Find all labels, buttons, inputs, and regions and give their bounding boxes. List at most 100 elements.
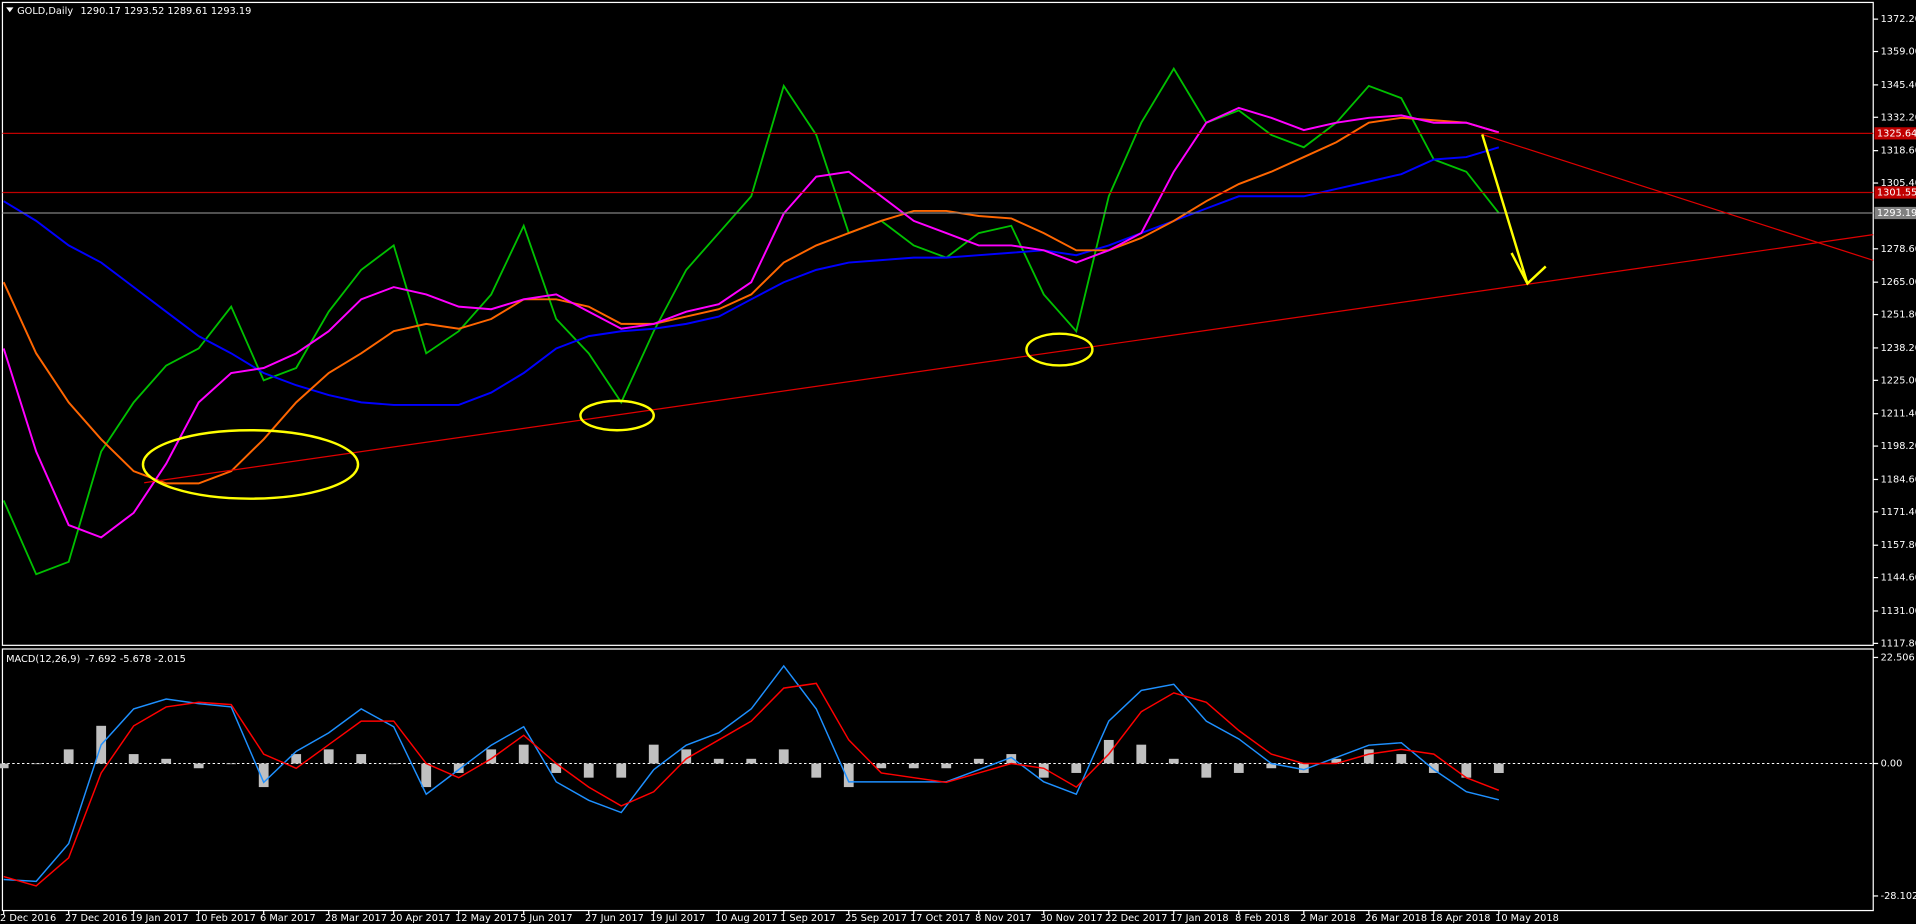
histogram-bar bbox=[648, 744, 659, 764]
histogram-bar bbox=[973, 758, 984, 764]
histogram-bar bbox=[421, 763, 432, 788]
x-tick-label: 6 Mar 2017 bbox=[260, 913, 316, 924]
x-tick-label: 10 Aug 2017 bbox=[715, 913, 778, 924]
y-tick-label: 1131.00 bbox=[1881, 606, 1916, 617]
macd-values: -7.692 -5.678 -2.015 bbox=[85, 654, 186, 665]
histogram-bar bbox=[713, 758, 724, 764]
y-tick-label: 1359.00 bbox=[1881, 47, 1916, 58]
y-tick-label: 22.506 bbox=[1881, 652, 1915, 663]
highlight-ellipse bbox=[1025, 332, 1094, 367]
histogram-bar bbox=[1103, 739, 1114, 764]
price-level-label: 1301.55 bbox=[1877, 187, 1916, 198]
histogram-bar bbox=[746, 758, 757, 764]
x-tick-label: 19 Jan 2017 bbox=[130, 913, 189, 924]
histogram-bar bbox=[1493, 763, 1504, 774]
menu-triangle bbox=[6, 7, 14, 13]
x-tick-label: 30 Nov 2017 bbox=[1040, 913, 1103, 924]
x-tick-label: 25 Sep 2017 bbox=[845, 913, 907, 924]
moving-average bbox=[2, 106, 1500, 539]
moving-average bbox=[3, 146, 1500, 406]
histogram-bar bbox=[388, 763, 399, 765]
histogram-bar bbox=[1266, 763, 1277, 769]
price-level-box bbox=[1874, 206, 1916, 220]
histogram-bar bbox=[616, 763, 627, 778]
macd-title: MACD(12,26,9) bbox=[6, 654, 80, 665]
histogram-bar bbox=[1168, 758, 1179, 764]
histogram-bar bbox=[1071, 763, 1082, 773]
y-tick-label: 1184.60 bbox=[1881, 474, 1916, 485]
histogram-bar bbox=[778, 749, 789, 764]
y-tick-label: 1211.40 bbox=[1881, 409, 1916, 420]
y-tick-label: -28.102 bbox=[1881, 891, 1916, 902]
price-level-box bbox=[1874, 127, 1916, 140]
histogram-bar bbox=[258, 763, 269, 788]
histogram-bar bbox=[941, 763, 952, 769]
histogram-bar bbox=[193, 763, 204, 769]
y-tick-label: 1144.60 bbox=[1881, 573, 1916, 584]
x-tick-label: 28 Mar 2017 bbox=[325, 913, 387, 924]
histogram-bar bbox=[1363, 749, 1374, 764]
histogram-bar bbox=[0, 763, 9, 769]
histogram-bar bbox=[226, 763, 237, 765]
chart-title: GOLD,Daily bbox=[17, 6, 73, 17]
ohlc-values: 1290.17 1293.52 1289.61 1293.19 bbox=[80, 6, 251, 17]
histogram-bar bbox=[486, 749, 497, 764]
macd-line bbox=[3, 664, 1500, 883]
histogram-bar bbox=[1298, 763, 1309, 773]
histogram-bar bbox=[291, 754, 302, 764]
histogram-bar bbox=[1331, 758, 1342, 764]
histogram-bar bbox=[681, 749, 692, 764]
macd-pane bbox=[1, 648, 1874, 912]
x-tick-label: 10 May 2018 bbox=[1495, 913, 1559, 924]
plot-layer: 1372.20 1359.00 1345.40 1332.20 1318.60 1305.… bbox=[0, 14, 1916, 924]
macd-header: MACD(12,26,9) -7.692 -5.678 -2.015 bbox=[6, 654, 186, 665]
y-tick-label: 1265.00 bbox=[1881, 277, 1916, 288]
highlight-ellipse bbox=[141, 429, 360, 500]
histogram-bar bbox=[31, 763, 42, 765]
x-tick-label: 8 Nov 2017 bbox=[975, 913, 1031, 924]
forecast-arrow bbox=[1481, 134, 1547, 286]
y-tick-label: 1372.20 bbox=[1881, 14, 1916, 25]
histogram-bar bbox=[1461, 763, 1472, 778]
histogram-bar bbox=[323, 749, 334, 764]
x-tick-label: 1 Sep 2017 bbox=[780, 913, 836, 924]
x-tick-label: 10 Feb 2017 bbox=[195, 913, 256, 924]
resistance-trendline bbox=[1482, 133, 1874, 261]
y-tick-label: 1305.40 bbox=[1881, 178, 1916, 189]
histogram-bar bbox=[128, 754, 139, 764]
histogram-bar bbox=[1038, 763, 1049, 778]
y-tick-label: 1157.80 bbox=[1881, 540, 1916, 551]
histogram-bar bbox=[551, 763, 562, 773]
x-tick-label: 17 Oct 2017 bbox=[910, 913, 970, 924]
y-tick-label: 1332.20 bbox=[1881, 112, 1916, 123]
histogram-bar bbox=[356, 754, 367, 764]
x-tick-label: 8 Feb 2018 bbox=[1235, 913, 1290, 924]
histogram-bar bbox=[876, 763, 887, 769]
y-tick-label: 1117.80 bbox=[1881, 638, 1916, 649]
y-tick-label: 1171.40 bbox=[1881, 507, 1916, 518]
price-line bbox=[2, 66, 1500, 576]
y-tick-label: 1225.00 bbox=[1881, 375, 1916, 386]
x-tick-label: 27 Dec 2016 bbox=[65, 913, 127, 924]
histogram-bar bbox=[518, 744, 529, 764]
x-tick-label: 18 Apr 2018 bbox=[1430, 913, 1490, 924]
y-tick-label: 1198.20 bbox=[1881, 441, 1916, 452]
x-tick-label: 2 Mar 2018 bbox=[1300, 913, 1356, 924]
histogram-bar bbox=[811, 763, 822, 778]
price-level-box bbox=[1874, 186, 1916, 199]
x-tick-label: 20 Apr 2017 bbox=[390, 913, 450, 924]
histogram-bar bbox=[453, 763, 464, 773]
histogram-bar bbox=[1136, 744, 1147, 764]
histogram-bar bbox=[1428, 763, 1439, 773]
histogram-bar bbox=[1201, 763, 1212, 778]
price-level-label: 1325.64 bbox=[1877, 128, 1916, 139]
y-tick-label: 1238.20 bbox=[1881, 343, 1916, 354]
x-tick-label: 2 Dec 2016 bbox=[0, 913, 56, 924]
y-tick-label: 0.00 bbox=[1881, 759, 1903, 770]
histogram-bar bbox=[63, 749, 74, 764]
y-tick-label: 1345.40 bbox=[1881, 80, 1916, 91]
support-trendline bbox=[144, 234, 1874, 484]
moving-average bbox=[2, 116, 1500, 485]
